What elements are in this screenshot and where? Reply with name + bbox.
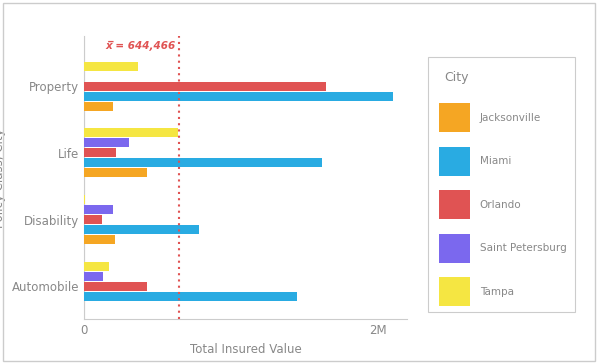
Bar [84,215,101,224]
Bar [440,147,470,176]
X-axis label: Total Insured Value: Total Insured Value [190,343,301,356]
Bar [84,272,103,281]
Bar [84,158,322,167]
Bar [84,291,297,301]
Bar [84,195,85,204]
Text: Orlando: Orlando [480,200,521,210]
Bar [440,234,470,263]
Bar [84,282,147,291]
Bar [84,148,116,158]
Bar [440,277,470,306]
Bar [84,62,138,71]
Text: Saint Petersburg: Saint Petersburg [480,243,567,253]
Bar [84,82,326,91]
Bar [84,138,129,147]
Text: Tampa: Tampa [480,287,514,297]
Text: x̅ = 644,466: x̅ = 644,466 [105,41,176,51]
Bar [84,205,113,214]
Bar [84,92,392,101]
Text: Miami: Miami [480,156,511,166]
Bar [440,103,470,132]
Bar [84,168,147,178]
Bar [440,190,470,219]
Text: City: City [444,71,469,84]
Bar [84,262,109,271]
Bar [84,102,113,111]
Bar [84,128,178,138]
Bar [84,225,198,234]
Text: Jacksonville: Jacksonville [480,113,541,123]
Bar [84,235,115,244]
Bar [428,57,575,312]
Y-axis label: Policy Class, City: Policy Class, City [0,128,6,228]
